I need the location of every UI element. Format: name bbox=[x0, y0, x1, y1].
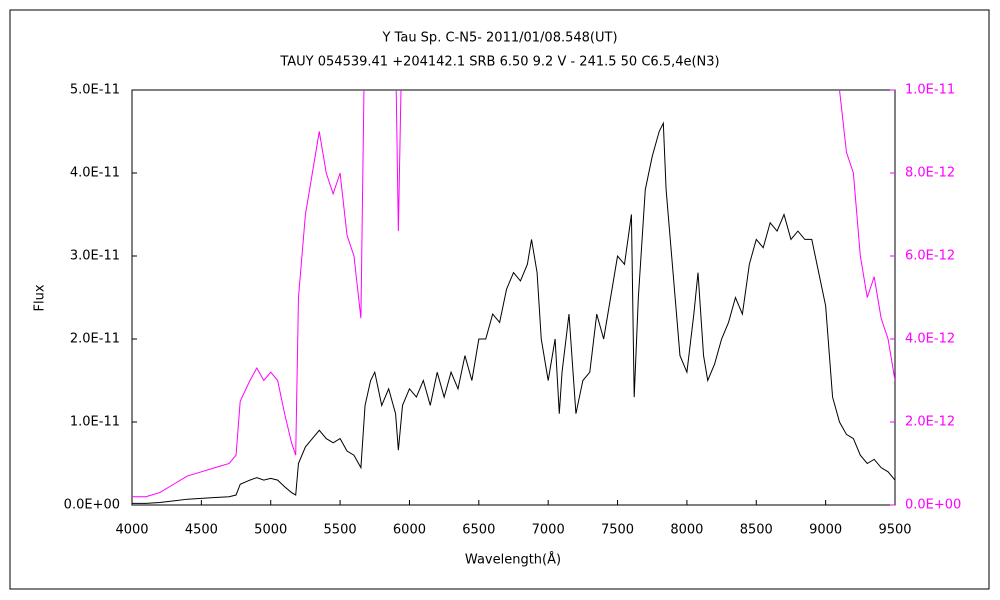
y-tick-label: 2.0E-11 bbox=[70, 332, 120, 347]
x-tick-label: 4000 bbox=[115, 523, 148, 538]
x-tick-label: 5500 bbox=[324, 523, 357, 538]
y-tick-label: 0.0E+00 bbox=[64, 498, 120, 513]
x-tick-label: 7000 bbox=[532, 523, 565, 538]
x-tick-label: 9500 bbox=[878, 523, 911, 538]
plot-area bbox=[131, 89, 896, 506]
y2-tick-label: 8.0E-12 bbox=[905, 166, 955, 181]
y-tick-label: 5.0E-11 bbox=[70, 83, 120, 98]
y-tick-label: 3.0E-11 bbox=[70, 249, 120, 264]
x-tick-label: 5000 bbox=[254, 523, 287, 538]
chart-subtitle: TAUY 054539.41 +204142.1 SRB 6.50 9.2 V … bbox=[279, 55, 719, 70]
y-axis-label: Flux bbox=[33, 284, 48, 311]
spectrum-line bbox=[132, 90, 895, 498]
y-tick-label: 1.0E-11 bbox=[70, 415, 120, 430]
y2-tick-label: 0.0E+00 bbox=[905, 498, 961, 513]
frame bbox=[9, 9, 990, 590]
spectrum-line bbox=[132, 121, 895, 504]
x-tick-label: 6500 bbox=[462, 523, 495, 538]
x-tick-label: 8000 bbox=[670, 523, 703, 538]
x-tick-label: 7500 bbox=[601, 523, 634, 538]
y-tick-label: 4.0E-11 bbox=[70, 166, 120, 181]
x-axis-label: Wavelength(Å) bbox=[465, 552, 561, 568]
x-tick-label: 6000 bbox=[393, 523, 426, 538]
x-tick-label: 8500 bbox=[740, 523, 773, 538]
x-tick-label: 4500 bbox=[185, 523, 218, 538]
y2-tick-label: 4.0E-12 bbox=[905, 332, 955, 347]
x-tick-label: 9000 bbox=[809, 523, 842, 538]
y2-tick-label: 1.0E-11 bbox=[905, 83, 955, 98]
chart-title: Y Tau Sp. C-N5- 2011/01/08.548(UT) bbox=[381, 31, 617, 46]
y2-tick-label: 2.0E-12 bbox=[905, 415, 955, 430]
y2-tick-label: 6.0E-12 bbox=[905, 249, 955, 264]
